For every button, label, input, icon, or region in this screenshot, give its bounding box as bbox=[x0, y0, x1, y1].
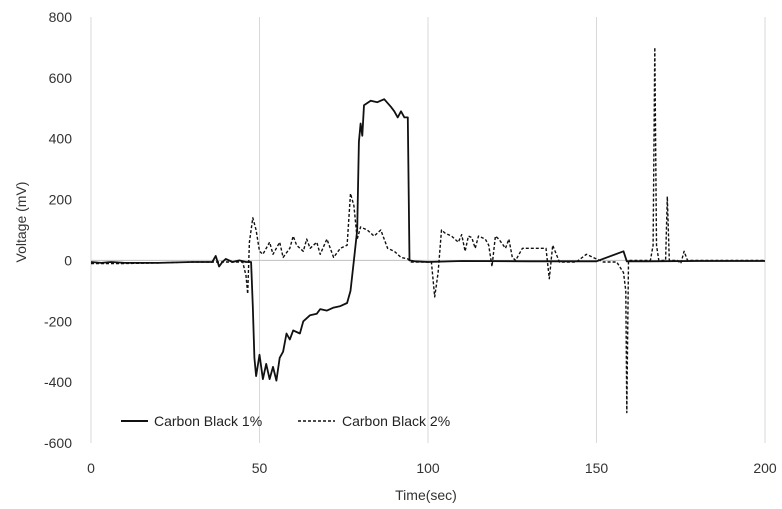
vertical-gridlines bbox=[90, 17, 766, 443]
y-tick-label: 600 bbox=[49, 70, 73, 86]
y-tick-label: -200 bbox=[44, 313, 72, 329]
y-tick-label: 200 bbox=[49, 192, 73, 208]
y-axis-title: Voltage (mV) bbox=[13, 182, 29, 263]
x-tick-label: 100 bbox=[416, 460, 440, 476]
x-tick-label: 50 bbox=[252, 460, 268, 476]
y-tick-label: 0 bbox=[64, 252, 72, 268]
legend: Carbon Black 1% Carbon Black 2% bbox=[121, 413, 450, 429]
series-line-carbon-black-2 bbox=[91, 46, 765, 414]
y-tick-label: -400 bbox=[44, 374, 72, 390]
y-tick-label: -600 bbox=[44, 435, 72, 451]
x-tick-label: 0 bbox=[87, 460, 95, 476]
x-axis-title: Time(sec) bbox=[395, 487, 457, 503]
series-line-carbon-black-1 bbox=[90, 98, 765, 382]
y-axis-ticks: -600 -400 -200 0 200 400 600 800 bbox=[44, 9, 72, 451]
x-tick-label: 150 bbox=[585, 460, 609, 476]
x-axis-ticks: 0 50 100 150 200 bbox=[87, 460, 777, 476]
series-layer bbox=[90, 46, 765, 414]
legend-label-carbon-black-2: Carbon Black 2% bbox=[342, 413, 450, 429]
y-tick-label: 400 bbox=[49, 131, 73, 147]
y-tick-label: 800 bbox=[49, 9, 73, 25]
x-tick-label: 200 bbox=[753, 460, 777, 476]
legend-label-carbon-black-1: Carbon Black 1% bbox=[154, 413, 262, 429]
